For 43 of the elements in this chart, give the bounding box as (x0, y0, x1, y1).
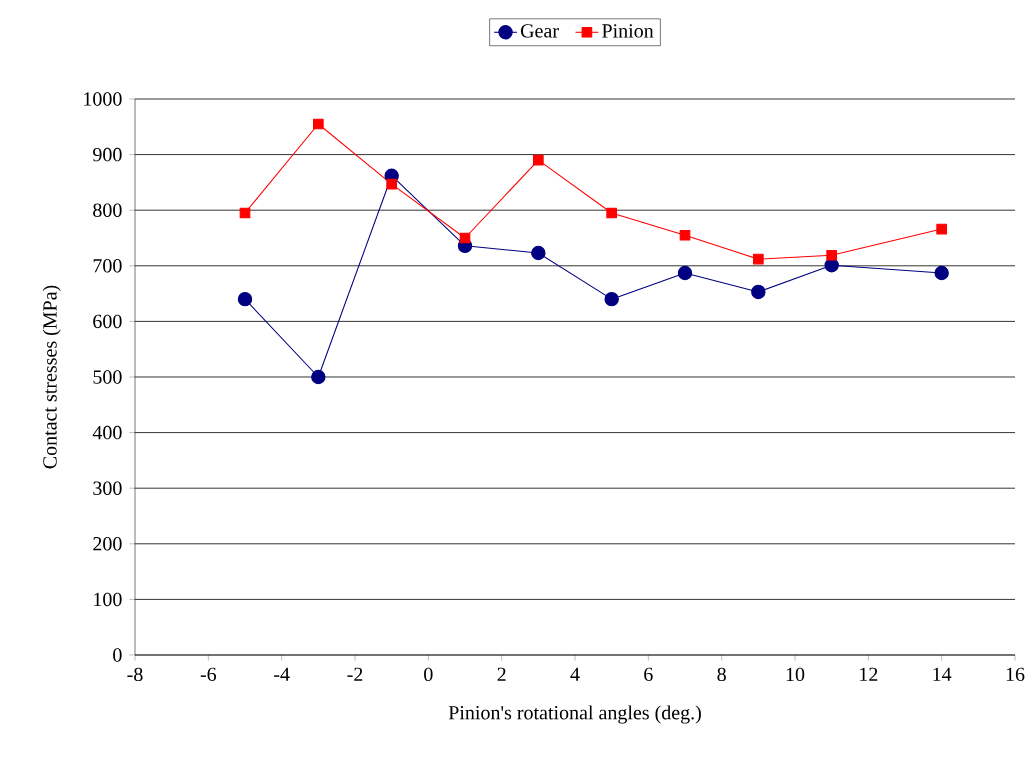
legend-label: Gear (520, 24, 559, 38)
y-tick-label: 500 (93, 370, 122, 384)
y-tick-label: 600 (93, 314, 122, 329)
point (386, 178, 398, 190)
x-tick-label: 14 (933, 667, 952, 681)
x-tick-label: 12 (860, 667, 878, 681)
x-tick-label: -8 (127, 667, 143, 682)
point (826, 249, 838, 261)
x-tick-label: 16 (1006, 667, 1025, 682)
x-tick-label: 6 (644, 667, 653, 682)
point (751, 284, 766, 300)
y-tick-label: 900 (93, 147, 122, 162)
point (753, 253, 764, 265)
y-tick-label: 1000 (84, 92, 122, 106)
x-axis-title: Pinion's rotational angles (deg.) (448, 705, 701, 724)
x-tick-label: 4 (570, 667, 580, 681)
x-tick-label: 8 (717, 667, 726, 682)
y-tick-label: 300 (93, 481, 122, 495)
x-tick-label: 10 (786, 667, 805, 682)
x-tick-label: 0 (424, 667, 433, 682)
x-tick-label: 2 (497, 667, 506, 681)
point (934, 265, 949, 281)
y-tick-label: 700 (93, 259, 122, 273)
y-axis-title: Contact stresses (MPa) (42, 285, 61, 469)
point (677, 265, 693, 281)
y-tick-label: 400 (92, 425, 122, 440)
x-tick-label: -2 (347, 667, 363, 681)
point (679, 229, 691, 241)
x-tick-label: -4 (274, 667, 290, 681)
legend-label: Pinion (602, 24, 654, 38)
point (604, 291, 619, 307)
y-tick-label: 800 (93, 203, 122, 217)
point (313, 118, 324, 130)
point (936, 223, 948, 235)
point (606, 207, 618, 219)
x-tick-label: -6 (200, 667, 217, 682)
point (237, 291, 253, 307)
y-tick-label: 100 (94, 592, 122, 607)
y-tick-label: 0 (113, 648, 122, 662)
point (533, 154, 544, 166)
point (311, 369, 326, 385)
y-tick-label: 200 (93, 537, 122, 551)
point (531, 245, 546, 261)
